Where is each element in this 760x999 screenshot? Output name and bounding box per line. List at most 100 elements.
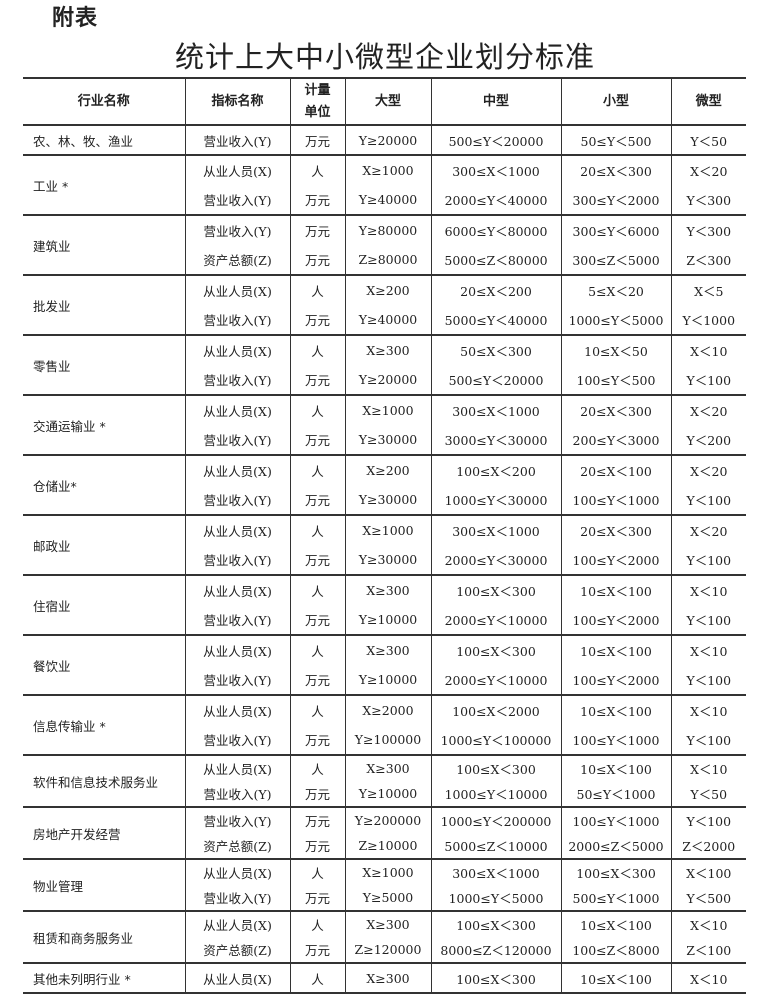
unit-cell: 人 <box>289 910 346 937</box>
indicator-cell: 资产总额(Z) <box>184 833 291 859</box>
industry-name: 零售业 <box>23 334 186 395</box>
large-cell: Z≥120000 <box>344 937 432 963</box>
large-cell: X≥300 <box>344 334 432 365</box>
small-cell: 2000≤Z＜5000 <box>560 833 672 859</box>
medium-cell: 100≤X＜300 <box>430 910 562 937</box>
micro-cell: Y＜100 <box>670 605 746 635</box>
small-cell: 200≤Y＜3000 <box>560 425 672 455</box>
small-cell: 20≤X＜300 <box>560 394 672 425</box>
micro-cell: Y＜300 <box>670 214 746 245</box>
medium-cell: 100≤X＜300 <box>430 962 562 994</box>
unit-cell: 人 <box>289 694 346 725</box>
indicator-cell: 营业收入(Y) <box>184 485 291 515</box>
micro-cell: X＜20 <box>670 154 746 185</box>
indicator-cell: 资产总额(Z) <box>184 245 291 275</box>
indicator-cell: 营业收入(Y) <box>184 185 291 215</box>
small-cell: 20≤X＜300 <box>560 154 672 185</box>
header-medium: 中型 <box>430 77 562 126</box>
large-cell: Y≥80000 <box>344 214 432 245</box>
large-cell: Y≥10000 <box>344 781 432 807</box>
industry-name: 工业 * <box>23 154 186 215</box>
table-row: 零售业 从业人员(X) 人 X≥300 50≤X＜300 10≤X＜50 X＜10 <box>23 334 746 395</box>
large-cell: Z≥80000 <box>344 245 432 275</box>
medium-cell: 20≤X＜200 <box>430 274 562 305</box>
table-row: 信息传输业 * 从业人员(X) 人 X≥2000 100≤X＜2000 10≤X＜100 X… <box>23 694 746 755</box>
micro-cell: Y＜50 <box>670 124 746 155</box>
large-cell: Y≥30000 <box>344 485 432 515</box>
medium-cell: 100≤X＜300 <box>430 634 562 665</box>
medium-cell: 50≤X＜300 <box>430 334 562 365</box>
unit-cell: 万元 <box>289 833 346 859</box>
small-cell: 100≤X＜300 <box>560 858 672 885</box>
indicator-cell: 营业收入(Y) <box>184 806 291 833</box>
table-row: 营业收入(Y) 万元 Y≥20000 500≤Y＜20000 100≤Y＜500 Y＜10… <box>23 365 746 395</box>
large-cell: Y≥40000 <box>344 305 432 335</box>
indicator-cell: 从业人员(X) <box>184 694 291 725</box>
micro-cell: Y＜200 <box>670 425 746 455</box>
table-row: 农、林、牧、渔业 营业收入(Y) 万元 Y≥20000 500≤Y＜20000 50≤Y＜… <box>23 124 746 155</box>
micro-cell: X＜20 <box>670 394 746 425</box>
table-row: 交通运输业 * 从业人员(X) 人 X≥1000 300≤X＜1000 20≤X＜300 X… <box>23 394 746 455</box>
small-cell: 20≤X＜100 <box>560 454 672 485</box>
unit-cell: 人 <box>289 454 346 485</box>
large-cell: Y≥20000 <box>344 124 432 155</box>
table-row: 房地产开发经营 营业收入(Y) 万元 Y≥200000 1000≤Y＜200000 100… <box>23 806 746 859</box>
unit-cell: 万元 <box>289 365 346 395</box>
unit-cell: 人 <box>289 154 346 185</box>
unit-cell: 万元 <box>289 485 346 515</box>
micro-cell: Y＜500 <box>670 885 746 911</box>
table-row: 资产总额(Z) 万元 Z≥10000 5000≤Z＜10000 2000≤Z＜5000 Z… <box>23 833 746 859</box>
medium-cell: 8000≤Z＜120000 <box>430 937 562 963</box>
header-unit-line1: 计量 <box>304 82 331 98</box>
large-cell: X≥300 <box>344 634 432 665</box>
indicator-cell: 从业人员(X) <box>184 754 291 781</box>
micro-cell: X＜20 <box>670 454 746 485</box>
small-cell: 100≤Y＜2000 <box>560 605 672 635</box>
large-cell: X≥200 <box>344 454 432 485</box>
micro-cell: X＜10 <box>670 334 746 365</box>
medium-cell: 100≤X＜2000 <box>430 694 562 725</box>
table-row: 其他未列明行业 * 从业人员(X) 人 X≥300 100≤X＜300 10≤X＜100 X… <box>23 962 746 994</box>
unit-cell: 万元 <box>289 305 346 335</box>
indicator-cell: 从业人员(X) <box>184 454 291 485</box>
medium-cell: 2000≤Y＜10000 <box>430 665 562 695</box>
large-cell: Y≥20000 <box>344 365 432 395</box>
industry-name: 邮政业 <box>23 514 186 575</box>
medium-cell: 1000≤Y＜10000 <box>430 781 562 807</box>
indicator-cell: 从业人员(X) <box>184 634 291 665</box>
small-cell: 10≤X＜50 <box>560 334 672 365</box>
micro-cell: Z＜100 <box>670 937 746 963</box>
industry-name: 建筑业 <box>23 214 186 275</box>
unit-cell: 人 <box>289 634 346 665</box>
indicator-cell: 营业收入(Y) <box>184 545 291 575</box>
header-small: 小型 <box>560 77 672 126</box>
micro-cell: Y＜50 <box>670 781 746 807</box>
table-row: 营业收入(Y) 万元 Y≥30000 3000≤Y＜30000 200≤Y＜3000 Y＜… <box>23 425 746 455</box>
micro-cell: X＜20 <box>670 514 746 545</box>
header-micro: 微型 <box>670 77 746 126</box>
indicator-cell: 营业收入(Y) <box>184 885 291 911</box>
industry-name: 软件和信息技术服务业 <box>23 754 186 807</box>
indicator-cell: 营业收入(Y) <box>184 305 291 335</box>
indicator-cell: 从业人员(X) <box>184 514 291 545</box>
unit-cell: 万元 <box>289 885 346 911</box>
small-cell: 100≤Y＜1000 <box>560 485 672 515</box>
large-cell: X≥1000 <box>344 394 432 425</box>
header-unit-line2: 单位 <box>304 104 331 120</box>
indicator-cell: 营业收入(Y) <box>184 605 291 635</box>
small-cell: 50≤Y＜1000 <box>560 781 672 807</box>
large-cell: Y≥30000 <box>344 425 432 455</box>
header-indicator: 指标名称 <box>184 77 291 126</box>
large-cell: Y≥5000 <box>344 885 432 911</box>
unit-cell: 万元 <box>289 545 346 575</box>
industry-name: 交通运输业 * <box>23 394 186 455</box>
indicator-cell: 从业人员(X) <box>184 334 291 365</box>
small-cell: 1000≤Y＜5000 <box>560 305 672 335</box>
table-row: 营业收入(Y) 万元 Y≥10000 1000≤Y＜10000 50≤Y＜1000 Y＜5… <box>23 781 746 807</box>
small-cell: 20≤X＜300 <box>560 514 672 545</box>
indicator-cell: 从业人员(X) <box>184 858 291 885</box>
indicator-cell: 营业收入(Y) <box>184 425 291 455</box>
header-industry: 行业名称 <box>23 77 186 126</box>
small-cell: 10≤X＜100 <box>560 962 672 994</box>
industry-name: 仓储业* <box>23 454 186 515</box>
